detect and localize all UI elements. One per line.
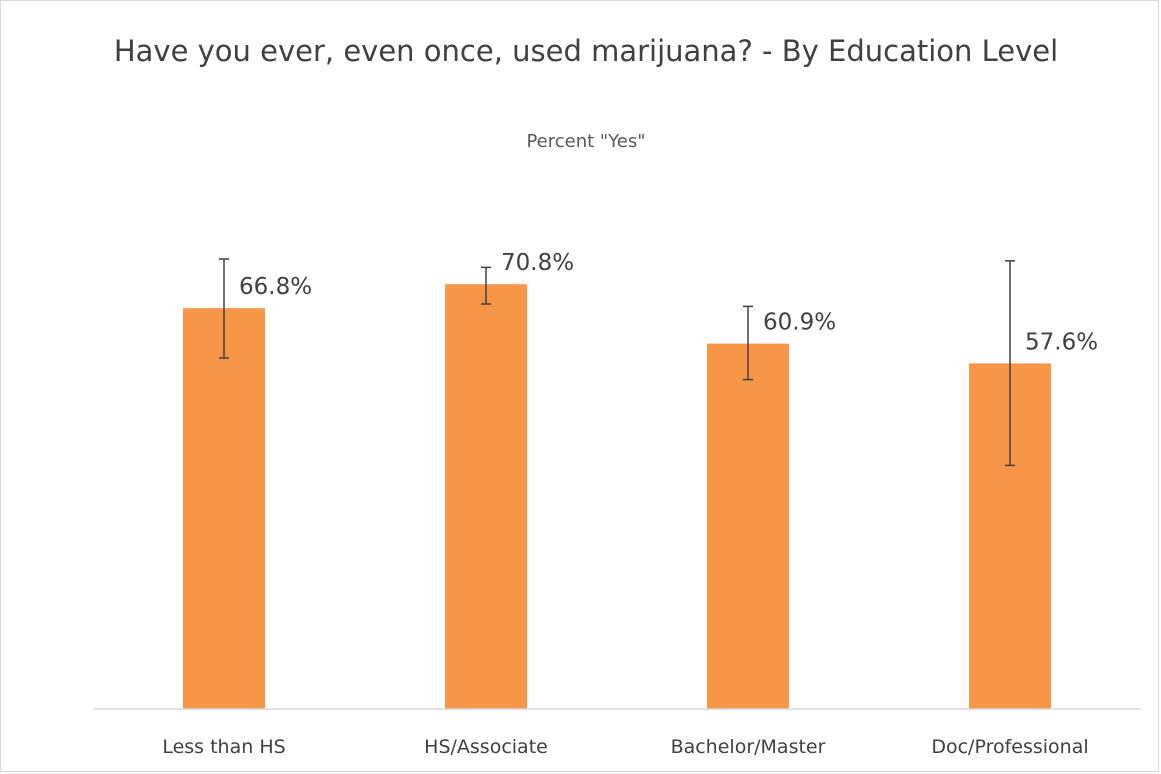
data-label-3: 60.9% [763,310,836,336]
data-label-1: 66.8% [239,274,312,300]
x-tick-label-1: Less than HS [162,736,285,758]
chart-subtitle: Percent "Yes" [526,131,646,152]
data-label-4: 57.6% [1025,329,1098,355]
chart-title: Have you ever, even once, used marijuana… [113,34,1059,68]
data-label-2: 70.8% [501,250,574,276]
bar-2 [445,284,527,709]
x-tick-label-3: Bachelor/Master [671,736,826,758]
x-tick-label-2: HS/Associate [424,736,548,758]
bar-1 [183,308,265,709]
x-tick-label-4: Doc/Professional [931,736,1088,758]
bar-3 [707,343,789,709]
